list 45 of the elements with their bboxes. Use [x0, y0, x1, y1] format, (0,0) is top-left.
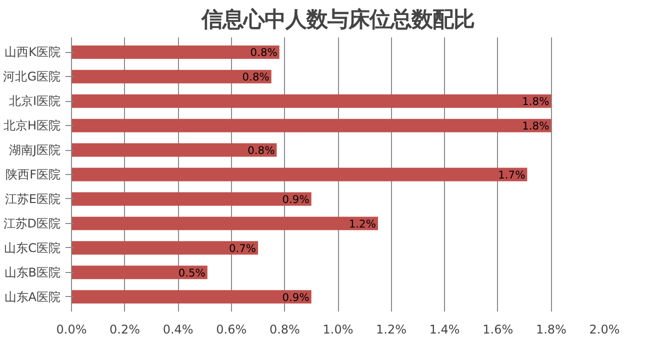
x-tick-label: 0.8%: [269, 322, 300, 336]
y-tick-label: 江苏D医院: [3, 216, 61, 230]
data-label: 0.8%: [250, 46, 278, 60]
data-label: 0.9%: [282, 290, 310, 304]
bar: [72, 192, 312, 206]
x-tick-label: 1.6%: [482, 322, 514, 336]
y-tick-label: 北京H医院: [3, 118, 61, 133]
y-tick-label: 山东C医院: [4, 240, 61, 255]
data-label: 1.8%: [522, 95, 550, 108]
data-label: 0.9%: [282, 192, 310, 206]
data-label: 1.2%: [348, 217, 376, 230]
x-tick-label: 1.8%: [536, 322, 566, 336]
data-label: 1.7%: [498, 168, 526, 182]
y-tick-label: 山东B医院: [4, 265, 60, 280]
x-tick-label: 1.4%: [429, 322, 460, 336]
bar: [72, 94, 552, 108]
y-tick-label: 山东A医院: [4, 290, 61, 304]
bar: [72, 45, 280, 59]
y-tick-label: 河北G医院: [3, 70, 61, 84]
bar: [72, 241, 258, 255]
x-tick-label: 0.2%: [110, 322, 140, 336]
chart-title: 信息心中人数与床位总数配比: [200, 8, 474, 32]
x-tick-label: 0.0%: [56, 322, 87, 336]
y-tick-label: 江苏E医院: [4, 192, 61, 206]
x-tick-label: 0.4%: [162, 322, 194, 336]
data-label: 0.8%: [248, 144, 275, 158]
y-tick-label: 湖南J医院: [8, 143, 61, 158]
x-tick-label: 1.0%: [322, 322, 354, 336]
data-label: 1.8%: [522, 120, 550, 133]
x-tick-label: 2.0%: [589, 322, 620, 336]
bar: [72, 70, 272, 84]
bar: [72, 118, 552, 132]
y-tick-label: 陕西F医院: [6, 168, 61, 182]
bar: [72, 266, 208, 280]
bar: [72, 290, 312, 304]
data-label: 0.7%: [228, 242, 256, 255]
y-tick-label: 山西K医院: [4, 45, 61, 60]
data-label: 0.5%: [178, 266, 206, 280]
bar: [72, 216, 378, 230]
x-tick-label: 0.6%: [216, 322, 247, 336]
bar: [72, 168, 528, 182]
bar: [72, 143, 277, 157]
x-tick-label: 1.2%: [376, 322, 407, 336]
y-tick-label: 北京I医院: [8, 94, 61, 108]
data-label: 0.8%: [242, 70, 270, 84]
